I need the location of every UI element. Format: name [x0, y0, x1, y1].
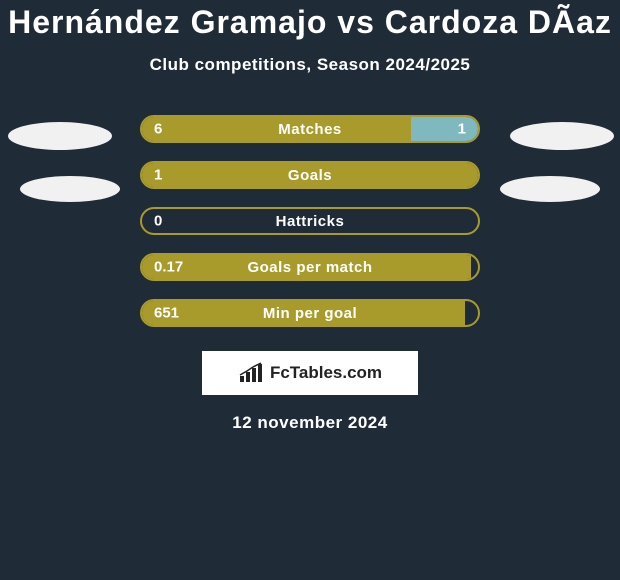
stat-row: 0Hattricks — [140, 207, 480, 235]
stat-label: Hattricks — [142, 213, 478, 230]
stat-row: 651Min per goal — [140, 299, 480, 327]
stat-row: 0.17Goals per match — [140, 253, 480, 281]
decorative-ellipse — [510, 122, 614, 150]
brand-text: FcTables.com — [270, 363, 382, 383]
decorative-ellipse — [8, 122, 112, 150]
stat-label: Min per goal — [142, 305, 478, 322]
page-title: Hernández Gramajo vs Cardoza DÃ­az — [8, 4, 612, 41]
stat-row: 61Matches — [140, 115, 480, 143]
bar-chart-icon — [238, 362, 264, 384]
decorative-ellipse — [500, 176, 600, 202]
stat-label: Goals per match — [142, 259, 478, 276]
page-subtitle: Club competitions, Season 2024/2025 — [150, 55, 471, 75]
stat-label: Matches — [142, 121, 478, 138]
comparison-infographic: Hernández Gramajo vs Cardoza DÃ­az Club … — [0, 0, 620, 580]
decorative-ellipse — [20, 176, 120, 202]
date-text: 12 november 2024 — [232, 413, 387, 433]
brand-box: FcTables.com — [202, 351, 418, 395]
stat-label: Goals — [142, 167, 478, 184]
stat-row: 1Goals — [140, 161, 480, 189]
